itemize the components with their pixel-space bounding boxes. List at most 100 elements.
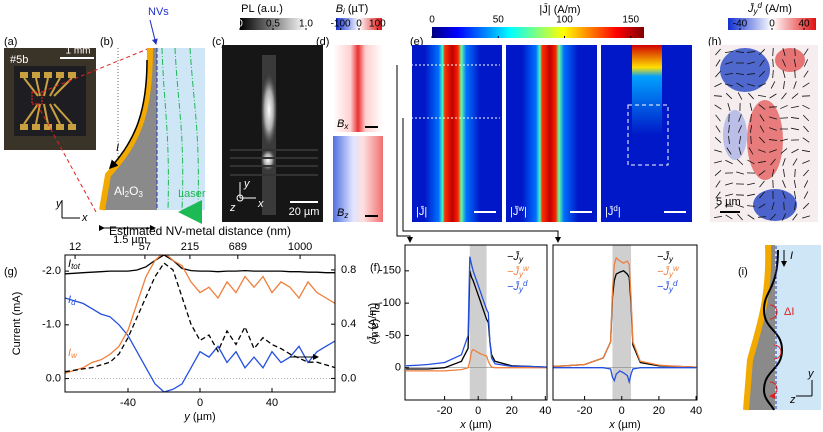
vector-arrow — [782, 180, 786, 188]
panel-label: (d) — [316, 36, 329, 48]
vector-arrow — [715, 191, 721, 199]
x-tick-label: 20 — [653, 405, 665, 417]
vector-arrow — [803, 48, 809, 56]
vector-arrow — [758, 48, 766, 56]
series-label-part: tot — [71, 262, 81, 271]
jd-map — [710, 18, 818, 222]
series-line — [553, 367, 697, 385]
vector-arrow — [771, 202, 775, 210]
vector-arrow — [802, 114, 810, 122]
material-label: Al2O3 — [114, 184, 143, 198]
material-part: 3 — [138, 190, 143, 199]
j-maps — [395, 27, 692, 243]
vector-arrow — [794, 168, 796, 178]
series-label-part: w — [71, 351, 78, 360]
vector-arrow — [791, 93, 799, 99]
colorbar-tick-label: -40 — [733, 19, 748, 30]
series-line — [65, 297, 335, 392]
b-maps — [333, 18, 383, 222]
vector-arrow — [725, 83, 733, 87]
series-label-part: d — [71, 298, 76, 307]
x-axis-label: x (µm) — [459, 419, 491, 431]
panel-label: (h) — [708, 36, 721, 48]
axis-label: y — [243, 178, 251, 190]
legend-entry: −J̄yd — [507, 279, 528, 294]
x-axis-label: y (µm) — [183, 411, 215, 423]
series-line — [65, 255, 335, 374]
vector-arrow — [725, 193, 733, 197]
vector-arrow — [759, 180, 765, 188]
scale-bar-label: 20 µm — [289, 206, 320, 218]
vector-arrow — [781, 213, 787, 221]
colorbar-tick-label: 40 — [798, 19, 810, 30]
vector-arrow — [782, 158, 786, 166]
colorbar-tick-label: 0 — [356, 19, 362, 30]
vector-arrow — [725, 61, 733, 65]
vector-arrow — [780, 148, 788, 154]
vector-arrow — [793, 81, 797, 89]
x-tick-label: 0 — [197, 397, 203, 409]
vector-arrow — [747, 159, 755, 165]
y-tick-label: -150 — [379, 265, 401, 277]
vector-arrow — [801, 149, 811, 153]
colorbar-title: PL (a.u.) — [241, 3, 283, 15]
vector-arrow — [758, 136, 766, 144]
map-label-part: x — [343, 122, 349, 131]
vector-arrow — [725, 182, 733, 186]
panel-label: (f) — [370, 262, 380, 274]
legend-entry-part: y — [668, 255, 674, 264]
y-tick-label: 0.0 — [46, 372, 61, 384]
series-line — [405, 256, 547, 368]
vector-arrow — [750, 113, 752, 123]
colorbar-title: J̄yd (A/m) — [747, 1, 792, 16]
colorbar-tick-label: 100 — [556, 15, 573, 26]
vector-arrow — [758, 83, 766, 87]
map-label: Bz — [337, 207, 348, 220]
vector-arrow — [759, 125, 765, 133]
panel-label: (a) — [4, 36, 17, 48]
vector-arrow — [726, 147, 732, 155]
colorbar-tick-label: -100 — [331, 19, 351, 30]
vector-arrow — [747, 214, 755, 220]
vector-arrow — [782, 70, 786, 78]
x-tick-label: 40 — [690, 405, 702, 417]
band — [612, 245, 632, 400]
chip-photo — [4, 48, 96, 150]
vector-arrow — [792, 213, 798, 221]
vector-arrow — [783, 201, 785, 211]
panel-label: (b) — [100, 36, 113, 48]
panel-label: (i) — [738, 266, 748, 278]
width-label: 1.5 µm — [113, 234, 147, 246]
vector-arrow — [714, 160, 722, 164]
vector-arrow — [715, 59, 721, 67]
vector-arrow — [802, 137, 810, 143]
y-axis-label-part: (A/m) — [367, 303, 379, 333]
axis-label: z — [789, 394, 796, 406]
title-part: B — [336, 3, 343, 15]
vector-arrow — [747, 193, 755, 197]
vector-arrow — [735, 51, 745, 53]
delta-label: ΔI — [784, 306, 794, 318]
map-label: Bx — [337, 118, 349, 131]
series-label-part: I — [68, 347, 71, 359]
legend-entry: −J̄yw — [657, 264, 680, 279]
map-label-part: w — [517, 204, 524, 213]
vector-arrow — [780, 138, 788, 142]
vector-arrow — [792, 158, 798, 166]
vector-arrow — [725, 159, 733, 165]
vector-arrow — [738, 114, 742, 122]
vector-arrow — [781, 92, 787, 100]
vector-arrow — [794, 47, 796, 57]
vector-arrow — [748, 147, 754, 155]
x-axis-label-part: (µm) — [615, 419, 641, 431]
title-part: (µT) — [345, 3, 368, 15]
vector-arrow — [757, 160, 767, 164]
vector-arrow — [758, 149, 766, 153]
panel-label: (c) — [212, 36, 225, 48]
series-line — [553, 256, 697, 368]
vector-arrow — [714, 170, 722, 176]
vector-arrow — [779, 117, 789, 119]
top-axis-label: Estimated NV-metal distance (nm) — [109, 224, 291, 238]
y2-axis-label: PL (a.u.) — [369, 303, 381, 345]
nv-label: NVs — [148, 6, 169, 18]
